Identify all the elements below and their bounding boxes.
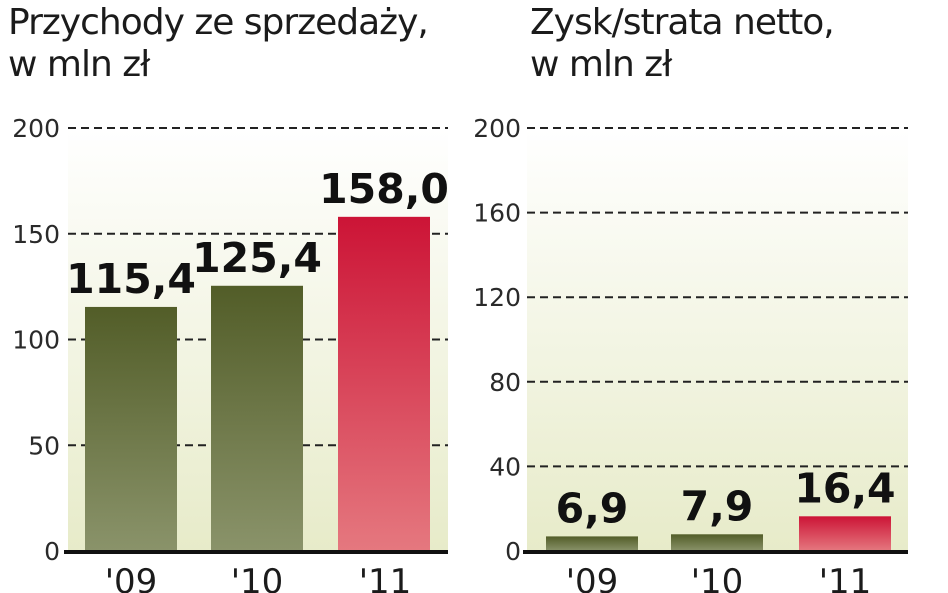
x-tick-label: '10 — [231, 562, 284, 593]
profit-chart-title: Zysk/strata netto, w mln zł — [530, 2, 835, 86]
bar-09 — [85, 306, 177, 551]
y-tick-label: 100 — [12, 326, 60, 355]
y-tick-label: 150 — [12, 220, 60, 249]
y-tick-label: 200 — [12, 114, 60, 143]
bar-10 — [671, 534, 763, 551]
value-label: 7,9 — [681, 482, 754, 530]
bar-11 — [338, 216, 430, 551]
x-tick-label: '09 — [566, 562, 619, 593]
revenue-title-line1: Przychody ze sprzedaży, — [8, 2, 429, 43]
value-label: 158,0 — [319, 165, 449, 213]
y-tick-label: 160 — [473, 199, 521, 228]
x-tick-label: '11 — [359, 562, 412, 593]
profit-title-line1: Zysk/strata netto, — [530, 2, 835, 43]
y-tick-label: 50 — [28, 431, 60, 460]
y-tick-label: 0 — [44, 537, 60, 566]
bar-10 — [211, 285, 303, 551]
x-tick-label: '11 — [819, 562, 872, 593]
revenue-chart-title: Przychody ze sprzedaży, w mln zł — [8, 2, 429, 86]
value-label: 125,4 — [192, 234, 322, 282]
bar-11 — [799, 516, 891, 551]
profit-chart: 0 40 80 120 160 200 6,9 '09 7,9 '10 16,4 '11 — [473, 114, 908, 593]
profit-subtitle: w mln zł — [530, 44, 672, 85]
revenue-subtitle: w mln zł — [8, 44, 150, 85]
x-tick-label: '10 — [691, 562, 744, 593]
y-tick-label: 200 — [473, 114, 521, 143]
value-label: 16,4 — [794, 464, 895, 512]
plot-background — [527, 128, 908, 551]
y-tick-label: 80 — [489, 368, 521, 397]
value-label: 6,9 — [556, 484, 629, 532]
y-tick-label: 120 — [473, 283, 521, 312]
value-label: 115,4 — [66, 255, 196, 303]
revenue-chart: 0 50 100 150 200 115,4 '09 125,4 '10 158,0 '11 — [12, 114, 449, 593]
x-tick-label: '09 — [105, 562, 158, 593]
bar-09 — [546, 536, 638, 551]
y-tick-label: 0 — [505, 537, 521, 566]
y-tick-label: 40 — [489, 452, 521, 481]
